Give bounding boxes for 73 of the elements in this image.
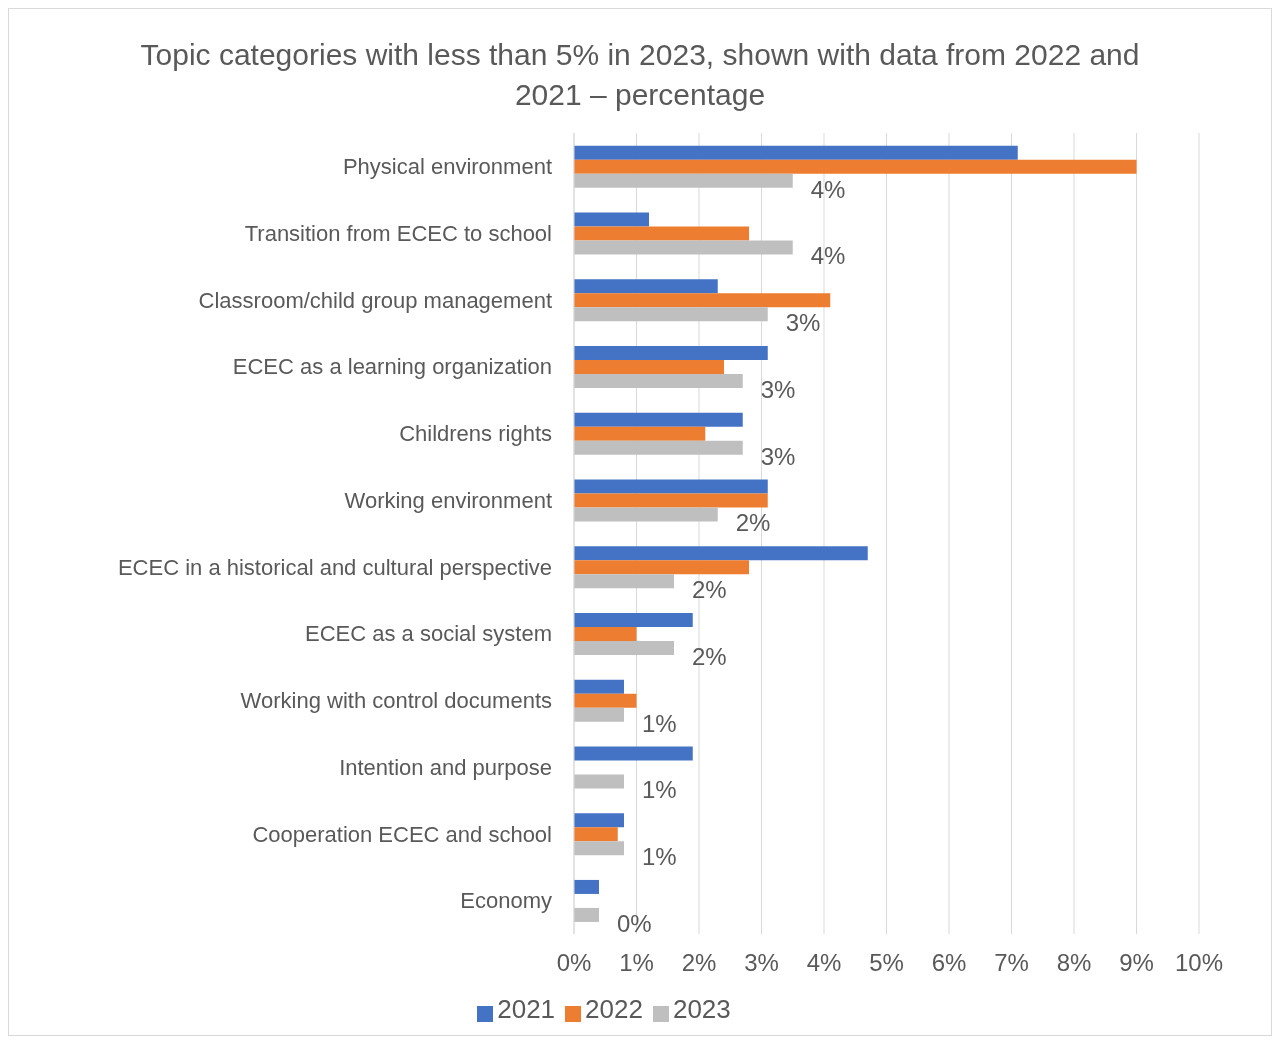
y-tick-label: Physical environment bbox=[342, 154, 552, 180]
bar bbox=[574, 907, 599, 922]
x-tick-label: 1% bbox=[619, 949, 654, 977]
data-label: 2% bbox=[692, 576, 727, 604]
y-tick-label: ECEC in a historical and cultural perspective bbox=[117, 554, 552, 580]
bar bbox=[574, 279, 718, 294]
data-label: 1% bbox=[642, 843, 677, 871]
y-tick-label: Working environment bbox=[344, 487, 552, 513]
bar bbox=[574, 626, 637, 641]
y-tick-label: Childrens rights bbox=[399, 421, 552, 447]
data-label: 1% bbox=[642, 776, 677, 804]
bar bbox=[574, 612, 693, 627]
x-tick-label: 4% bbox=[806, 949, 842, 977]
x-tick-label: 6% bbox=[931, 949, 967, 977]
legend-label: 2021 bbox=[497, 994, 556, 1024]
x-tick-label: 9% bbox=[1119, 949, 1154, 977]
data-label: 3% bbox=[760, 375, 796, 403]
y-tick-label: Classroom/child group management bbox=[198, 287, 552, 313]
bar bbox=[574, 879, 599, 894]
bar bbox=[574, 412, 743, 427]
bar bbox=[574, 693, 637, 708]
data-label: 2% bbox=[692, 642, 727, 670]
x-tick-label: 8% bbox=[1056, 949, 1092, 977]
legend-label: 2022 bbox=[585, 994, 643, 1024]
legend-label: 2023 bbox=[672, 994, 731, 1024]
x-tick-label: 0% bbox=[556, 949, 592, 977]
y-tick-label: ECEC as a learning organization bbox=[232, 354, 552, 380]
bar bbox=[574, 560, 749, 575]
bar bbox=[574, 373, 743, 388]
bar bbox=[574, 679, 624, 694]
x-tick-label: 10% bbox=[1174, 949, 1224, 977]
bar bbox=[574, 841, 624, 856]
y-tick-label: Intention and purpose bbox=[339, 754, 552, 780]
bar bbox=[574, 574, 674, 589]
bar bbox=[574, 426, 706, 441]
data-label: 4% bbox=[810, 175, 846, 203]
bar bbox=[574, 226, 749, 241]
data-label: 1% bbox=[642, 709, 677, 737]
x-tick-label: 2% bbox=[681, 949, 717, 977]
bar bbox=[574, 707, 624, 722]
bar bbox=[574, 293, 831, 308]
chart-title: Topic categories with less than 5% in 2023, shown with data from 2022 and 2021 – percentage bbox=[139, 37, 1141, 113]
bar bbox=[574, 507, 718, 522]
x-tick-label: 5% bbox=[869, 949, 904, 977]
bar bbox=[574, 240, 793, 255]
y-tick-label: Economy bbox=[460, 888, 552, 914]
data-label: 3% bbox=[785, 309, 821, 337]
x-tick-label: 3% bbox=[744, 949, 779, 977]
bar bbox=[574, 345, 768, 360]
data-label: 3% bbox=[760, 442, 796, 470]
bar bbox=[574, 493, 768, 508]
bar bbox=[574, 546, 868, 561]
bar bbox=[574, 159, 1137, 174]
y-tick-label: ECEC as a social system bbox=[305, 621, 552, 647]
bar bbox=[574, 827, 618, 842]
bar bbox=[574, 359, 724, 374]
bar bbox=[574, 173, 793, 188]
bar bbox=[574, 212, 649, 227]
bar bbox=[574, 774, 624, 789]
x-tick-label: 7% bbox=[994, 949, 1029, 977]
bar bbox=[574, 479, 768, 494]
y-tick-label: Cooperation ECEC and school bbox=[252, 821, 552, 847]
data-label: 2% bbox=[735, 509, 771, 537]
y-tick-label: Transition from ECEC to school bbox=[244, 220, 552, 246]
y-tick-label: Working with control documents bbox=[240, 688, 552, 714]
bar bbox=[574, 640, 674, 655]
bar bbox=[574, 440, 743, 455]
bar bbox=[574, 145, 1018, 160]
bar bbox=[574, 813, 624, 828]
bar bbox=[574, 307, 768, 322]
data-label: 4% bbox=[810, 242, 846, 270]
bar bbox=[574, 746, 693, 761]
data-label: 0% bbox=[617, 909, 652, 937]
